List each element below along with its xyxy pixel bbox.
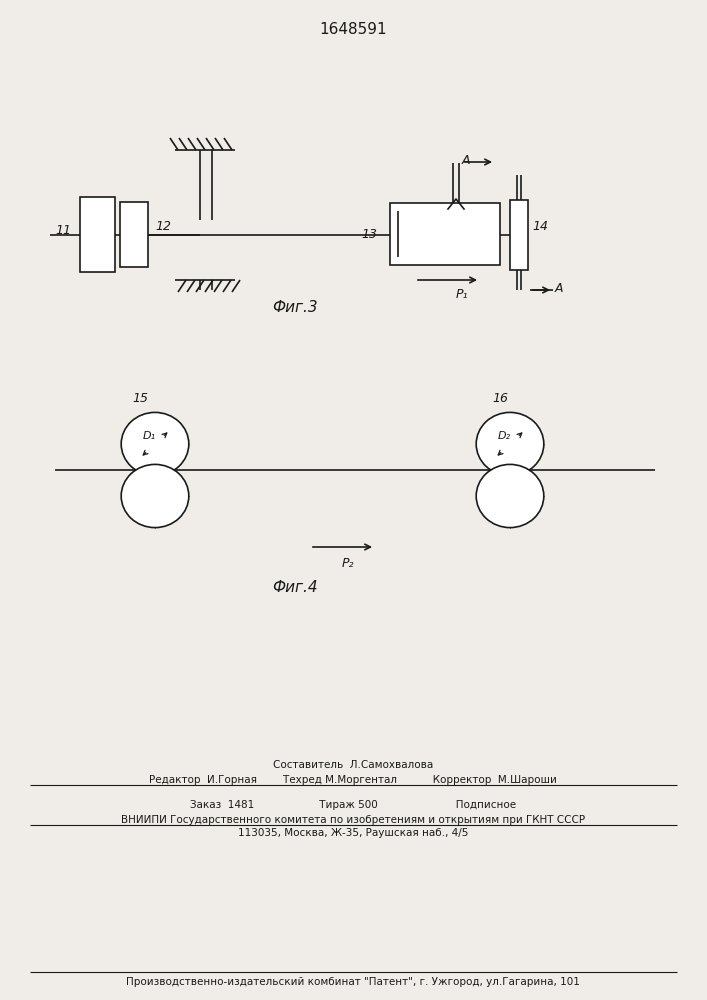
Text: 14: 14 [532,221,548,233]
Text: А: А [555,282,563,294]
Text: 12: 12 [155,221,171,233]
Text: D₂: D₂ [498,431,510,441]
Text: Фиг.4: Фиг.4 [272,580,318,594]
Ellipse shape [121,412,189,476]
Bar [80,197,115,272]
Ellipse shape [477,412,544,476]
Text: 11: 11 [55,224,71,236]
Text: 1648591: 1648591 [319,22,387,37]
Bar [120,202,148,267]
Bar [390,203,500,265]
Text: ВНИИПИ Государственного комитета по изобретениям и открытиям при ГКНТ СССР: ВНИИПИ Государственного комитета по изоб… [121,815,585,825]
Text: 15: 15 [132,391,148,404]
Text: Производственно-издательский комбинат "Патент", г. Ужгород, ул.Гагарина, 101: Производственно-издательский комбинат "П… [126,977,580,987]
Text: 16: 16 [492,391,508,404]
Text: Составитель  Л.Самохвалова: Составитель Л.Самохвалова [273,760,433,770]
Text: Фиг.3: Фиг.3 [272,300,318,314]
Bar [510,200,528,270]
Text: Заказ  1481                    Тираж 500                        Подписное: Заказ 1481 Тираж 500 Подписное [190,800,516,810]
Ellipse shape [477,464,544,528]
Text: P₁: P₁ [456,288,468,301]
Text: А: А [462,153,470,166]
Text: D₁: D₁ [142,431,156,441]
Ellipse shape [121,464,189,528]
Text: Редактор  И.Горная        Техред М.Моргентал           Корректор  М.Шароши: Редактор И.Горная Техред М.Моргентал Кор… [149,775,557,785]
Text: P₂: P₂ [341,557,354,570]
Text: 13: 13 [361,229,377,241]
Text: 113035, Москва, Ж-35, Раушская наб., 4/5: 113035, Москва, Ж-35, Раушская наб., 4/5 [238,828,468,838]
